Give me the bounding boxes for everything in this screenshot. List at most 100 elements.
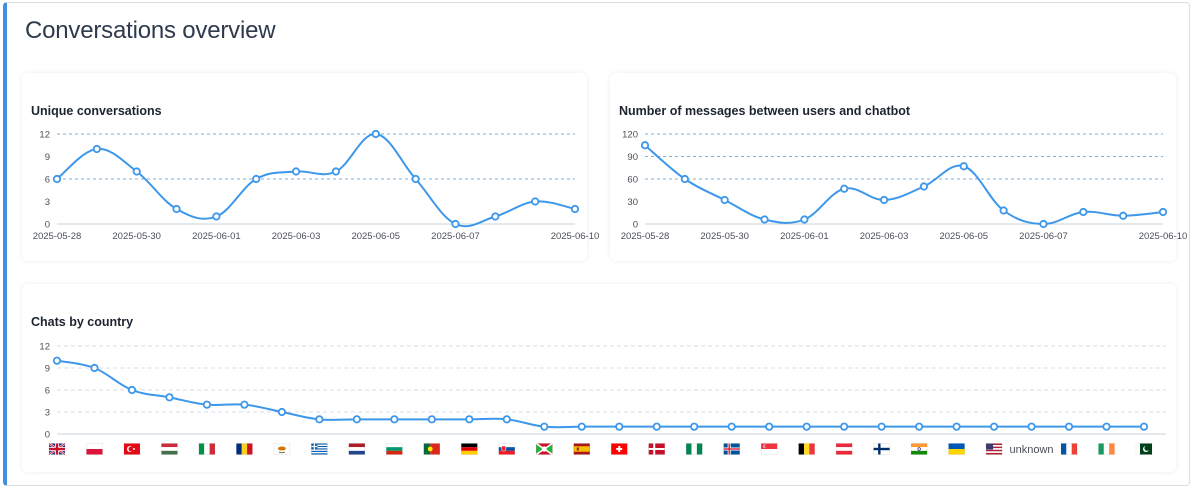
y-tick-label: 12 xyxy=(39,342,50,353)
y-tick-label: 0 xyxy=(45,220,50,231)
y-tick-label: 6 xyxy=(45,386,50,397)
data-point xyxy=(127,385,137,395)
data-point xyxy=(390,415,399,424)
data-point xyxy=(877,422,886,431)
flag-ie-icon xyxy=(1098,443,1115,455)
data-point xyxy=(427,415,436,424)
x-tick-label: 2025-06-07 xyxy=(431,231,480,242)
x-tick-label: 2025-06-05 xyxy=(351,231,400,242)
flag-is-icon xyxy=(723,443,740,455)
messages-card: Number of messages between users and cha… xyxy=(610,73,1188,261)
data-point xyxy=(879,195,889,205)
data-point xyxy=(919,182,929,191)
data-point xyxy=(1158,207,1168,217)
data-point xyxy=(465,415,474,424)
data-point xyxy=(840,184,849,193)
x-tick-label: 2025-06-03 xyxy=(860,231,909,242)
data-point xyxy=(451,219,460,229)
data-point xyxy=(202,400,212,409)
flag-hu-icon xyxy=(161,443,178,455)
series-line xyxy=(56,359,1144,429)
flag-fr-icon xyxy=(1060,443,1078,455)
data-point xyxy=(577,422,586,431)
data-point xyxy=(1064,422,1074,431)
chart-title: Chats by country xyxy=(31,315,134,329)
data-point xyxy=(1102,422,1111,431)
data-point xyxy=(640,141,650,150)
flag-nl-icon xyxy=(348,443,366,455)
unique-conversations-card: Unique conversations 0 3 6 9 12 2025-05-28 202… xyxy=(22,73,600,261)
data-point xyxy=(727,422,736,431)
x-tick-label: 2025-06-05 xyxy=(939,231,988,242)
data-point xyxy=(1079,207,1088,217)
flag-pt-icon xyxy=(423,443,441,455)
data-point xyxy=(371,129,380,139)
flag-us-icon xyxy=(985,443,1003,455)
data-point xyxy=(352,415,361,424)
flag-gb-icon xyxy=(48,442,66,456)
data-point xyxy=(690,422,699,431)
data-point xyxy=(959,162,968,171)
flag-be-icon xyxy=(798,443,815,455)
data-point xyxy=(212,212,221,221)
flag-cy-icon xyxy=(273,443,291,455)
data-point xyxy=(1119,211,1128,220)
flag-in-icon xyxy=(910,443,928,455)
y-tick-label: 9 xyxy=(45,152,50,163)
data-point xyxy=(165,393,174,402)
data-point xyxy=(315,415,324,424)
data-point xyxy=(652,422,661,431)
data-point xyxy=(277,407,286,417)
data-point xyxy=(240,400,249,409)
y-tick-label: 60 xyxy=(627,175,638,186)
flag-bi-icon xyxy=(535,442,553,456)
data-point xyxy=(800,215,809,224)
data-point xyxy=(802,422,811,431)
y-tick-label: 9 xyxy=(45,364,50,375)
data-point xyxy=(952,422,961,431)
data-point xyxy=(720,195,729,205)
x-tick-label: 2025-06-01 xyxy=(780,231,829,242)
data-point xyxy=(999,206,1008,215)
data-point xyxy=(531,197,540,206)
data-point xyxy=(615,422,624,431)
x-tick-label: 2025-05-28 xyxy=(621,231,670,242)
series-line xyxy=(644,144,1164,226)
y-tick-label: 12 xyxy=(39,130,50,141)
data-point xyxy=(840,422,849,431)
data-point xyxy=(915,422,924,431)
data-point xyxy=(502,415,511,424)
data-point xyxy=(1039,219,1048,229)
flag-ch-icon xyxy=(610,443,628,455)
data-point xyxy=(540,422,549,431)
flag-gr-icon xyxy=(311,443,328,455)
x-tick-label: unknown xyxy=(1010,444,1054,456)
x-tick-label: 2025-06-03 xyxy=(272,231,321,242)
chart-title: Unique conversations xyxy=(31,104,162,118)
flag-sg-icon xyxy=(760,443,778,455)
data-point xyxy=(90,363,99,373)
flag-sk-icon xyxy=(498,443,516,455)
flag-ng-icon xyxy=(685,443,703,455)
data-point xyxy=(172,204,181,214)
chats-by-country-chart: 0 3 6 9 12 unknown xyxy=(39,342,1166,456)
x-tick-label: 2025-05-30 xyxy=(112,231,161,242)
y-tick-label: 30 xyxy=(627,197,638,208)
chats-by-country-card: Chats by country 0 3 6 9 12 unknown xyxy=(22,284,1176,472)
flag-pk-icon xyxy=(1135,443,1153,455)
flag-dk-icon xyxy=(648,443,665,455)
y-tick-label: 3 xyxy=(45,197,50,208)
data-point xyxy=(52,174,62,184)
data-point xyxy=(331,167,341,176)
flag-ua-icon xyxy=(948,443,965,455)
data-point xyxy=(92,144,101,154)
flag-de-icon xyxy=(461,443,478,455)
x-tick-label: 2025-06-01 xyxy=(192,231,241,242)
messages-chart: 0 30 60 90 120 2025-05-28 2025-05-30 2025-06-01… xyxy=(621,130,1188,243)
x-tick-label: 2025-06-10 xyxy=(1139,231,1188,242)
x-tick-label: 2025-06-10 xyxy=(551,231,600,242)
unique-conversations-chart: 0 3 6 9 12 2025-05-28 2025-05-30 2025-06-01 2025… xyxy=(33,129,600,243)
data-point xyxy=(411,174,420,184)
flag-ro-icon xyxy=(236,443,253,455)
data-point xyxy=(989,422,999,431)
